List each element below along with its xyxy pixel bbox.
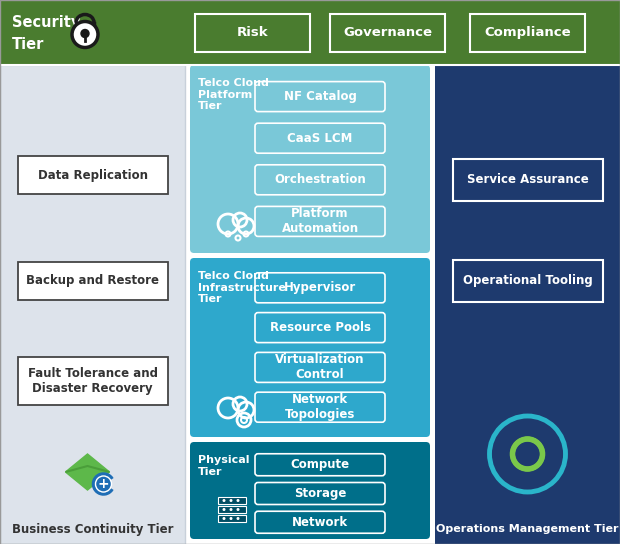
FancyBboxPatch shape — [190, 258, 430, 437]
Text: Telco Cloud
Infrastructure
Tier: Telco Cloud Infrastructure Tier — [198, 271, 286, 304]
Circle shape — [236, 499, 239, 502]
Circle shape — [72, 22, 98, 47]
Bar — [195, 14, 310, 52]
Bar — [330, 14, 445, 52]
Bar — [435, 65, 620, 544]
Circle shape — [236, 508, 239, 511]
Circle shape — [81, 29, 89, 38]
Text: Orchestration: Orchestration — [274, 174, 366, 186]
Text: Risk: Risk — [237, 26, 268, 39]
Bar — [17, 156, 167, 194]
FancyBboxPatch shape — [255, 165, 385, 195]
Circle shape — [229, 517, 232, 520]
FancyBboxPatch shape — [255, 313, 385, 343]
FancyBboxPatch shape — [255, 392, 385, 422]
Bar — [453, 159, 603, 201]
Text: CaaS LCM: CaaS LCM — [287, 132, 353, 145]
FancyBboxPatch shape — [255, 206, 385, 237]
Bar — [470, 14, 585, 52]
FancyBboxPatch shape — [190, 65, 430, 253]
FancyBboxPatch shape — [255, 483, 385, 504]
Text: Virtualization
Control: Virtualization Control — [275, 354, 365, 381]
Text: Network: Network — [292, 516, 348, 529]
Text: Telco Cloud
Platform
Tier: Telco Cloud Platform Tier — [198, 78, 269, 111]
Bar — [17, 357, 167, 405]
Text: Data Replication: Data Replication — [37, 169, 148, 182]
Text: Operational Tooling: Operational Tooling — [463, 274, 592, 287]
Circle shape — [490, 416, 565, 492]
Text: Tier: Tier — [12, 36, 45, 52]
Text: Network
Topologies: Network Topologies — [285, 393, 355, 421]
Text: Backup and Restore: Backup and Restore — [26, 274, 159, 287]
Bar — [218, 506, 246, 513]
Text: Operations Management Tier: Operations Management Tier — [436, 524, 619, 534]
Text: Physical
Tier: Physical Tier — [198, 455, 249, 477]
Bar — [218, 515, 246, 522]
Bar — [218, 497, 246, 504]
Circle shape — [236, 517, 239, 520]
Text: NF Catalog: NF Catalog — [283, 90, 356, 103]
Text: Security: Security — [12, 15, 81, 30]
Text: Storage: Storage — [294, 487, 346, 500]
Circle shape — [229, 499, 232, 502]
FancyBboxPatch shape — [255, 511, 385, 533]
Text: Governance: Governance — [343, 26, 432, 39]
Text: Service Assurance: Service Assurance — [467, 174, 588, 187]
Circle shape — [223, 517, 226, 520]
FancyBboxPatch shape — [255, 273, 385, 303]
Bar — [17, 262, 167, 300]
Circle shape — [223, 499, 226, 502]
Text: Fault Tolerance and
Disaster Recovery: Fault Tolerance and Disaster Recovery — [27, 367, 157, 395]
FancyBboxPatch shape — [255, 123, 385, 153]
Text: Hypervisor: Hypervisor — [284, 281, 356, 294]
Text: Business Continuity Tier: Business Continuity Tier — [12, 523, 173, 536]
FancyBboxPatch shape — [255, 82, 385, 112]
Text: Compliance: Compliance — [484, 26, 571, 39]
Text: +: + — [98, 477, 109, 491]
Bar — [0, 0, 620, 65]
Text: Platform
Automation: Platform Automation — [281, 207, 358, 236]
FancyBboxPatch shape — [255, 454, 385, 476]
Circle shape — [229, 508, 232, 511]
Bar — [0, 65, 185, 544]
FancyBboxPatch shape — [190, 442, 430, 539]
Text: Compute: Compute — [290, 458, 350, 471]
FancyBboxPatch shape — [255, 353, 385, 382]
Text: Resource Pools: Resource Pools — [270, 321, 371, 334]
Circle shape — [223, 508, 226, 511]
Circle shape — [95, 476, 112, 492]
Polygon shape — [66, 454, 110, 490]
Bar — [453, 259, 603, 301]
